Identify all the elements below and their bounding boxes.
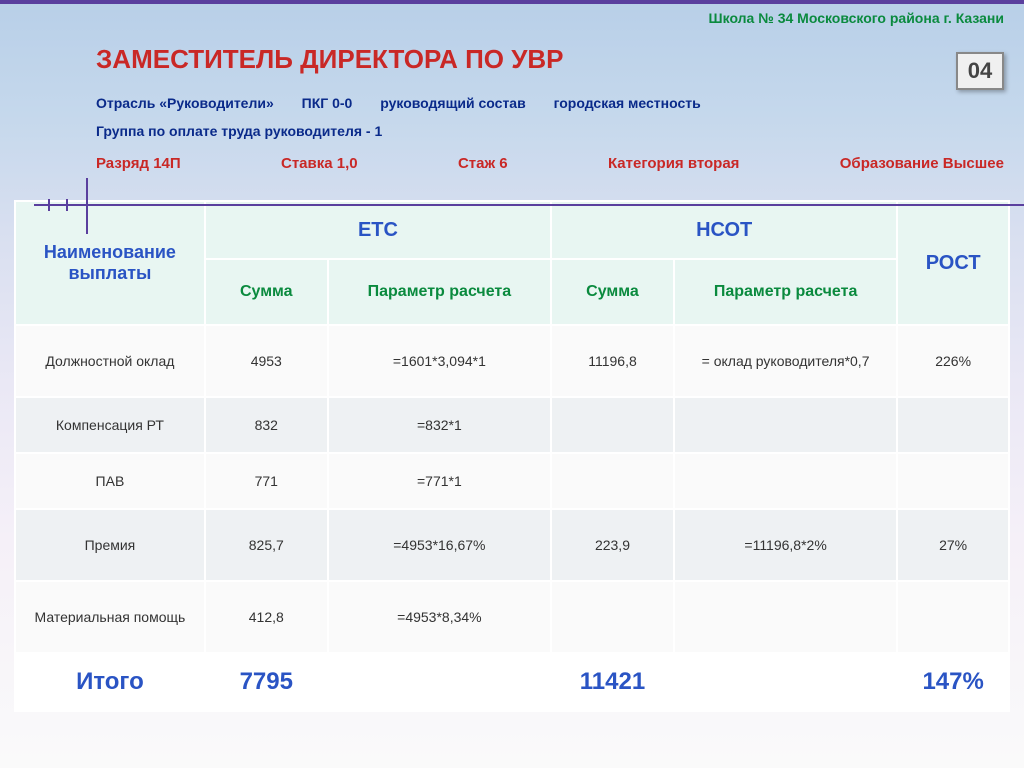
cell-name: ПАВ <box>15 453 205 509</box>
salary-table: Наименование выплаты ЕТС НСОТ РОСТ Сумма… <box>14 200 1010 712</box>
cell-nsot-param: = оклад руководителя*0,7 <box>674 325 897 397</box>
cell-etc-param: =4953*16,67% <box>328 509 551 581</box>
meta-block: Отрасль «Руководители» ПКГ 0-0 руководящ… <box>0 75 1024 145</box>
page-title: ЗАМЕСТИТЕЛЬ ДИРЕКТОРА ПО УВР <box>0 26 1024 75</box>
cell-etc-param: =1601*3,094*1 <box>328 325 551 397</box>
total-nsot-sum: 11421 <box>551 653 674 711</box>
cell-nsot-sum <box>551 397 674 453</box>
table-row: Компенсация РТ 832 =832*1 <box>15 397 1009 453</box>
cell-nsot-param: =11196,8*2% <box>674 509 897 581</box>
axis-horizontal <box>34 204 1024 206</box>
meta-area: городская местность <box>554 95 701 111</box>
table-total-row: Итого 7795 11421 147% <box>15 653 1009 711</box>
cell-name: Компенсация РТ <box>15 397 205 453</box>
axis-tick <box>66 199 68 211</box>
school-name: Школа № 34 Московского района г. Казани <box>0 4 1024 26</box>
cell-etc-sum: 825,7 <box>205 509 328 581</box>
th-nsot: НСОТ <box>551 201 897 259</box>
page-number-badge: 04 <box>956 52 1004 90</box>
red-education: Образование Высшее <box>840 155 1004 172</box>
total-label: Итого <box>15 653 205 711</box>
cell-etc-param: =771*1 <box>328 453 551 509</box>
th-rost: РОСТ <box>897 201 1009 325</box>
cell-etc-sum: 771 <box>205 453 328 509</box>
cell-name: Премия <box>15 509 205 581</box>
cell-nsot-param <box>674 453 897 509</box>
cell-nsot-param <box>674 397 897 453</box>
cell-etc-sum: 832 <box>205 397 328 453</box>
cell-etc-param: =4953*8,34% <box>328 581 551 653</box>
th-name: Наименование выплаты <box>15 201 205 325</box>
cell-rost <box>897 453 1009 509</box>
total-rost: 147% <box>897 653 1009 711</box>
cell-name: Должностной оклад <box>15 325 205 397</box>
cell-nsot-param <box>674 581 897 653</box>
axis-tick <box>48 199 50 211</box>
red-params-row: Разряд 14П Ставка 1,0 Стаж 6 Категория в… <box>0 145 1024 180</box>
cell-etc-sum: 412,8 <box>205 581 328 653</box>
red-rank: Разряд 14П <box>96 155 181 172</box>
cell-nsot-sum: 223,9 <box>551 509 674 581</box>
cell-etc-sum: 4953 <box>205 325 328 397</box>
th-nsot-param: Параметр расчета <box>674 259 897 325</box>
cell-nsot-sum <box>551 453 674 509</box>
th-nsot-sum: Сумма <box>551 259 674 325</box>
th-etc-param: Параметр расчета <box>328 259 551 325</box>
red-rate: Ставка 1,0 <box>281 155 358 172</box>
red-category: Категория вторая <box>608 155 739 172</box>
table-row: ПАВ 771 =771*1 <box>15 453 1009 509</box>
meta-group: Группа по оплате труда руководителя - 1 <box>96 123 382 139</box>
cell-rost <box>897 581 1009 653</box>
cell-rost <box>897 397 1009 453</box>
red-stage: Стаж 6 <box>458 155 508 172</box>
total-etc-sum: 7795 <box>205 653 328 711</box>
meta-pkg: ПКГ 0-0 <box>302 95 353 111</box>
cell-nsot-sum <box>551 581 674 653</box>
total-nsot-param <box>674 653 897 711</box>
cell-rost: 27% <box>897 509 1009 581</box>
axis-vertical <box>86 178 88 234</box>
cell-rost: 226% <box>897 325 1009 397</box>
total-etc-param <box>328 653 551 711</box>
salary-table-wrap: Наименование выплаты ЕТС НСОТ РОСТ Сумма… <box>14 200 1010 712</box>
cell-etc-param: =832*1 <box>328 397 551 453</box>
meta-branch: Отрасль «Руководители» <box>96 95 274 111</box>
table-row: Должностной оклад 4953 =1601*3,094*1 111… <box>15 325 1009 397</box>
cell-nsot-sum: 11196,8 <box>551 325 674 397</box>
table-row: Премия 825,7 =4953*16,67% 223,9 =11196,8… <box>15 509 1009 581</box>
cell-name: Материальная помощь <box>15 581 205 653</box>
meta-staff: руководящий состав <box>380 95 525 111</box>
table-row: Материальная помощь 412,8 =4953*8,34% <box>15 581 1009 653</box>
th-etc-sum: Сумма <box>205 259 328 325</box>
th-etc: ЕТС <box>205 201 551 259</box>
